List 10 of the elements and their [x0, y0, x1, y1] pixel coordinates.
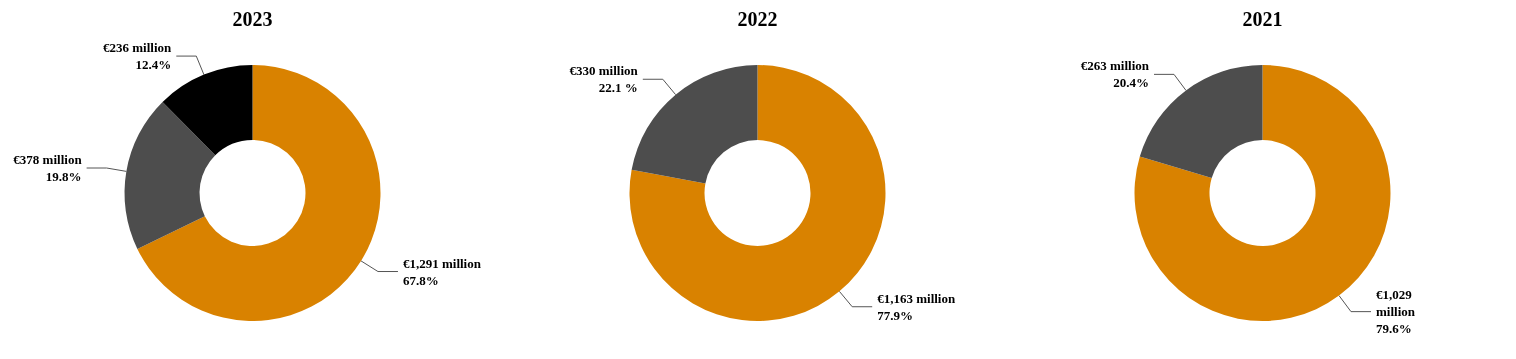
data-label: €330 million 22.1 % — [569, 63, 639, 96]
data-label: €236 million 12.4% — [103, 40, 173, 73]
data-label: €263 million 20.4% — [1080, 58, 1150, 91]
chart-title: 2023 — [232, 8, 273, 30]
chart-title: 2021 — [1242, 8, 1283, 30]
chart-title: 2022 — [737, 8, 778, 30]
data-label: €1,291 million 67.8% — [402, 255, 482, 288]
data-label: €378 million 19.8% — [13, 152, 83, 185]
data-label: €1,029 million 79.6% — [1375, 287, 1416, 337]
data-label: €1,163 million 77.9% — [877, 290, 956, 323]
